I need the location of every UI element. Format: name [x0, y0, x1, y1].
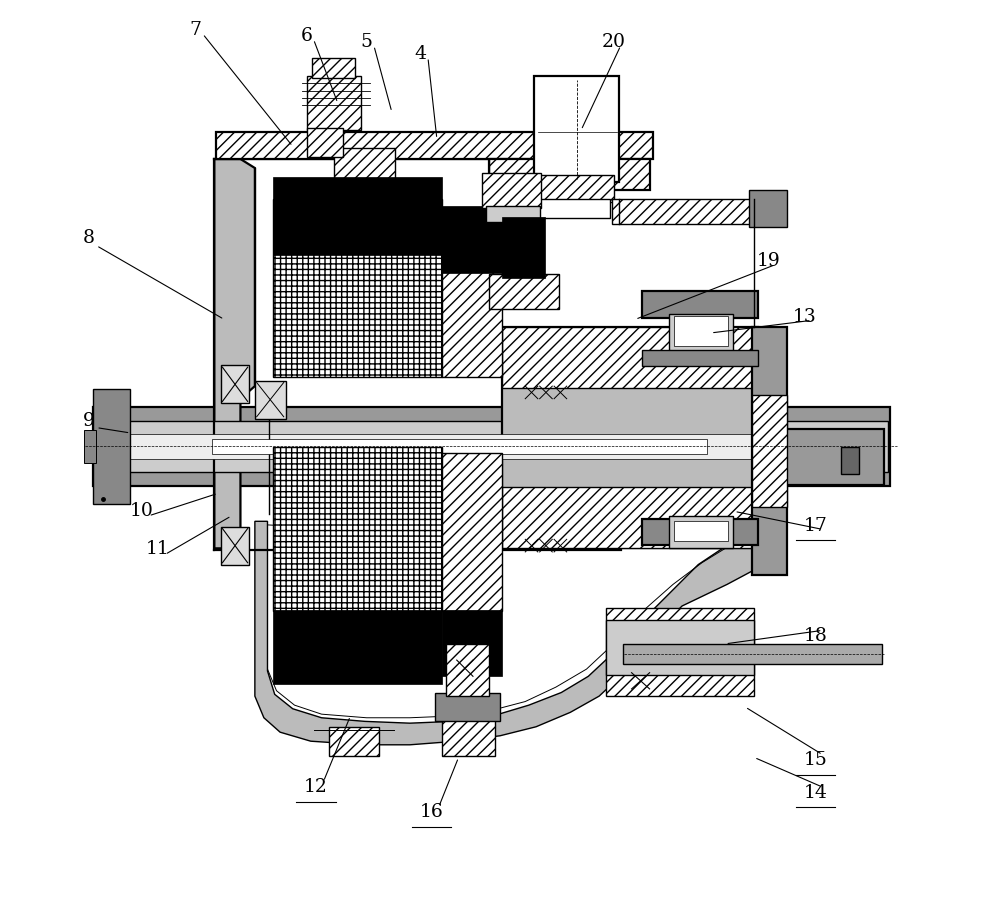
Bar: [674, 522, 728, 542]
Bar: [674, 316, 728, 347]
Bar: [312, 59, 355, 79]
Bar: [612, 200, 754, 225]
Bar: [216, 133, 653, 160]
Bar: [100, 434, 875, 460]
Bar: [841, 448, 859, 475]
Bar: [334, 149, 395, 185]
Bar: [442, 453, 502, 611]
Polygon shape: [255, 522, 754, 745]
Bar: [273, 200, 442, 377]
Text: 7: 7: [189, 21, 201, 39]
Bar: [96, 422, 888, 472]
Bar: [84, 431, 96, 463]
Text: 17: 17: [803, 517, 827, 535]
Bar: [93, 407, 890, 487]
Bar: [435, 693, 500, 721]
Bar: [502, 327, 758, 549]
Text: 14: 14: [803, 783, 827, 801]
Bar: [273, 178, 442, 256]
Bar: [752, 396, 787, 507]
Bar: [442, 610, 502, 676]
Bar: [307, 77, 361, 131]
Text: 6: 6: [300, 26, 312, 44]
Bar: [623, 644, 882, 664]
Bar: [307, 129, 343, 158]
Bar: [489, 176, 614, 203]
Bar: [495, 200, 610, 219]
Bar: [642, 292, 758, 318]
Bar: [502, 218, 545, 279]
Bar: [221, 527, 249, 565]
Text: 8: 8: [83, 228, 95, 247]
Bar: [534, 77, 619, 183]
Bar: [486, 207, 540, 223]
Text: 18: 18: [803, 626, 827, 644]
Bar: [752, 327, 787, 576]
Bar: [442, 207, 502, 274]
Text: 11: 11: [146, 540, 169, 558]
Text: 20: 20: [602, 33, 626, 51]
Polygon shape: [214, 160, 255, 549]
Bar: [669, 517, 733, 549]
Bar: [442, 216, 502, 377]
Bar: [642, 520, 758, 545]
Text: 12: 12: [304, 777, 328, 796]
Bar: [93, 389, 130, 505]
Bar: [329, 727, 379, 756]
Bar: [482, 174, 541, 209]
Bar: [781, 430, 884, 486]
Bar: [273, 610, 442, 684]
Bar: [502, 327, 758, 388]
Bar: [642, 350, 758, 367]
Bar: [273, 448, 442, 611]
Text: 19: 19: [757, 252, 780, 270]
Text: 15: 15: [803, 750, 827, 768]
Text: 5: 5: [361, 33, 373, 51]
Bar: [606, 620, 754, 675]
Bar: [446, 644, 489, 696]
Bar: [749, 191, 787, 228]
Text: 9: 9: [83, 412, 95, 430]
Bar: [442, 718, 495, 756]
Bar: [489, 160, 650, 191]
Text: 4: 4: [415, 44, 427, 62]
Bar: [255, 381, 286, 419]
Bar: [221, 366, 249, 404]
Text: 16: 16: [420, 803, 443, 821]
Bar: [669, 314, 733, 354]
Bar: [606, 608, 754, 696]
Text: 13: 13: [793, 308, 816, 325]
Bar: [212, 440, 707, 454]
Bar: [489, 275, 559, 309]
Text: 10: 10: [129, 501, 153, 519]
Bar: [502, 488, 758, 549]
